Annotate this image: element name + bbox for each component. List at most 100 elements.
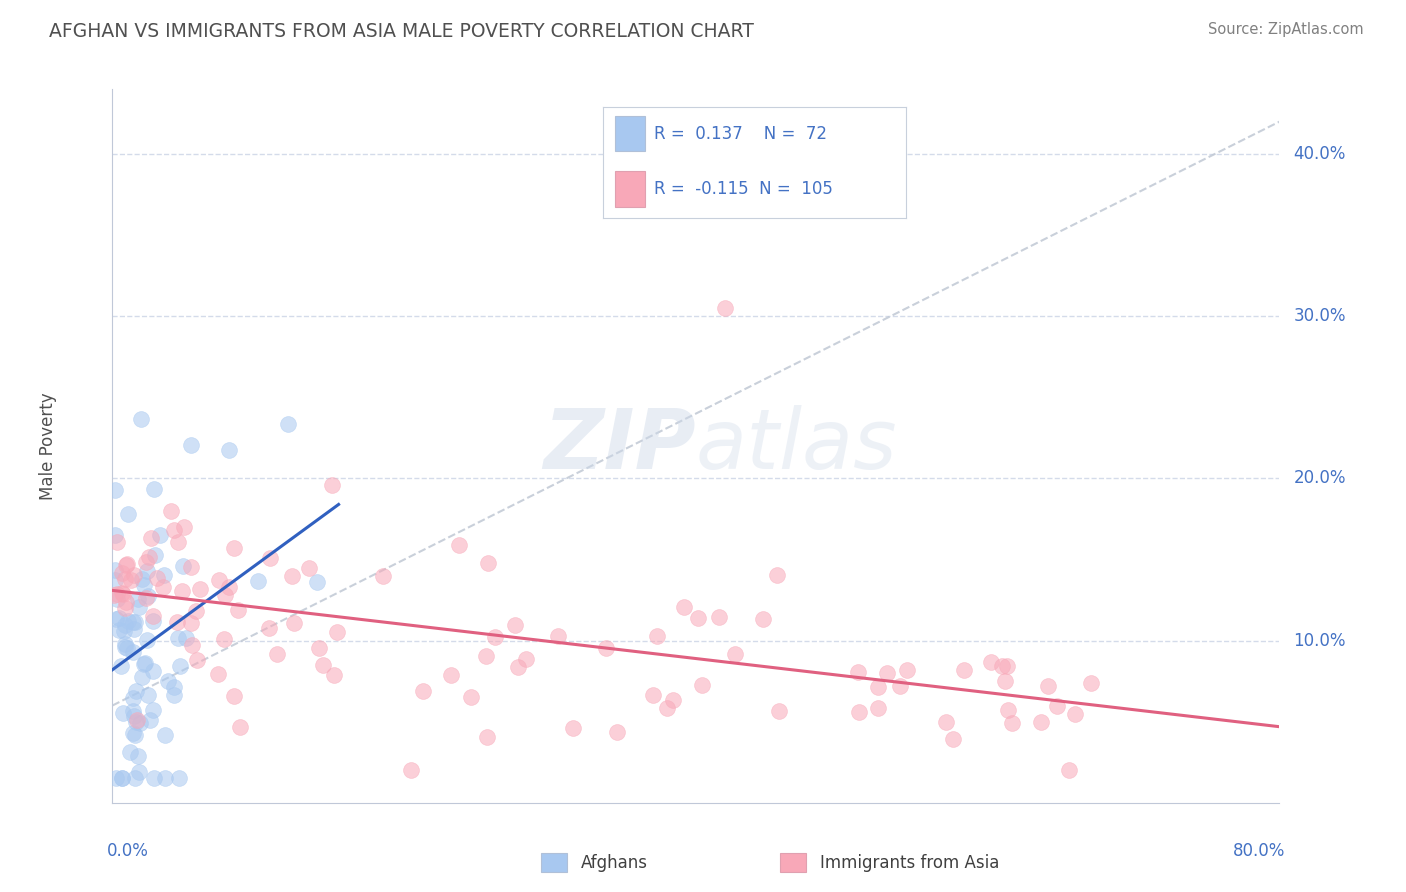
Point [399, 764, 422, 778]
Point [475, 730, 498, 744]
Point [117, 507, 139, 521]
Point [153, 772, 176, 786]
Point [104, 563, 127, 577]
Point [131, 572, 153, 586]
Point [166, 631, 188, 645]
Point [460, 690, 482, 705]
Point [122, 725, 145, 739]
Point [506, 660, 529, 674]
Point [515, 652, 537, 666]
Point [440, 668, 463, 682]
Point [115, 558, 138, 572]
Point [222, 541, 245, 555]
Point [477, 557, 499, 571]
Bar [780, 853, 806, 872]
Point [371, 569, 394, 583]
Point [153, 568, 176, 582]
Point [997, 702, 1019, 716]
Point [180, 438, 202, 452]
Point [167, 772, 190, 786]
Text: 10.0%: 10.0% [1294, 632, 1346, 649]
Point [120, 574, 142, 588]
Point [114, 637, 136, 651]
Point [449, 538, 471, 552]
Point [503, 617, 526, 632]
Point [1001, 716, 1024, 731]
Point [218, 442, 240, 457]
Point [127, 713, 149, 727]
Point [141, 531, 163, 545]
Point [128, 764, 150, 779]
Point [114, 617, 136, 632]
Point [122, 645, 145, 659]
Point [131, 670, 153, 684]
Point [124, 728, 146, 742]
Point [107, 624, 129, 638]
Point [114, 573, 136, 587]
Point [186, 653, 208, 667]
Point [163, 681, 186, 695]
Point [125, 684, 148, 698]
Text: 0.0%: 0.0% [107, 842, 149, 860]
Point [111, 772, 134, 786]
Point [142, 703, 165, 717]
Point [212, 632, 235, 646]
Point [305, 574, 328, 589]
Point [991, 659, 1014, 673]
Point [115, 595, 138, 609]
Point [142, 614, 165, 628]
Point [152, 580, 174, 594]
Point [281, 569, 304, 583]
Point [326, 624, 349, 639]
Point [606, 725, 628, 739]
Point [1046, 699, 1069, 714]
Point [475, 648, 498, 663]
Point [595, 641, 617, 656]
Point [1057, 764, 1080, 778]
Point [135, 555, 157, 569]
Point [1064, 707, 1087, 722]
Point [143, 772, 166, 786]
Point [121, 690, 143, 705]
Point [766, 567, 789, 582]
Text: Male Poverty: Male Poverty [39, 392, 58, 500]
Point [686, 611, 709, 625]
Point [707, 609, 730, 624]
Point [214, 588, 236, 602]
Text: Afghans: Afghans [581, 854, 648, 871]
Point [156, 673, 179, 688]
Point [134, 578, 156, 592]
Point [259, 621, 281, 635]
Point [752, 612, 775, 626]
Point [142, 608, 165, 623]
Point [673, 600, 696, 615]
Point [173, 520, 195, 534]
Point [247, 574, 270, 588]
Point [994, 673, 1017, 688]
Point [111, 772, 134, 786]
Point [143, 548, 166, 562]
Point [121, 615, 143, 630]
Point [169, 658, 191, 673]
Point [222, 689, 245, 703]
Point [115, 558, 138, 572]
Point [111, 566, 134, 581]
Text: Immigrants from Asia: Immigrants from Asia [820, 854, 1000, 871]
Point [868, 701, 890, 715]
Point [311, 657, 333, 672]
Point [848, 705, 870, 719]
Point [184, 604, 207, 618]
Point [129, 412, 152, 426]
Point [114, 601, 136, 615]
Point [641, 689, 664, 703]
Point [166, 534, 188, 549]
Point [1080, 675, 1102, 690]
Bar [541, 853, 567, 872]
Point [104, 573, 127, 587]
Point [122, 567, 145, 582]
Point [226, 602, 249, 616]
Point [283, 616, 305, 631]
Point [153, 728, 176, 742]
Text: Source: ZipAtlas.com: Source: ZipAtlas.com [1208, 22, 1364, 37]
Point [180, 616, 202, 631]
